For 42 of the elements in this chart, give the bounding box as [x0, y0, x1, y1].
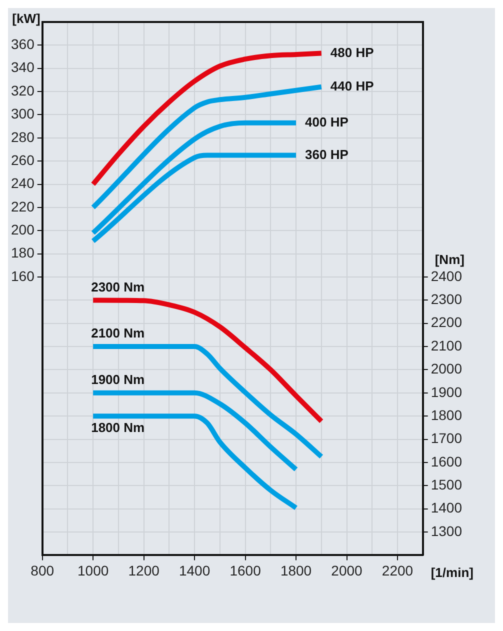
- y2-tick-label: 2100: [430, 337, 462, 354]
- x-tick-label: 1800: [280, 562, 312, 578]
- x-tick-label: 1400: [178, 562, 210, 578]
- y2-tick-label: 1900: [430, 384, 462, 400]
- y2-tick-label: 1500: [430, 476, 462, 493]
- y-tick-label: 260: [11, 152, 35, 168]
- y-axis-title: [kW]: [12, 11, 40, 26]
- y2-tick-label: 2400: [430, 268, 462, 284]
- y-tick-label: 340: [11, 59, 35, 76]
- series-label: 1800 Nm: [91, 420, 145, 436]
- y2-tick-label: 1700: [430, 430, 462, 446]
- x-tick-label: 1000: [78, 562, 109, 578]
- series-label: 2300 Nm: [91, 279, 145, 294]
- x-tick-label: 2200: [382, 562, 414, 578]
- y2-tick-label: 1800: [430, 406, 462, 423]
- x-tick-label: 2000: [331, 562, 363, 578]
- y2-tick-label: 1600: [430, 453, 462, 470]
- y-tick-label: 220: [11, 198, 35, 214]
- y2-tick-label: 2300: [430, 291, 462, 308]
- y-tick-label: 240: [11, 175, 35, 192]
- y-tick-label: 320: [11, 82, 35, 98]
- series-label: 1900 Nm: [91, 372, 145, 387]
- y-tick-label: 360: [11, 36, 35, 52]
- y2-tick-label: 1300: [430, 522, 462, 539]
- x-axis-title: [1/min]: [430, 564, 474, 580]
- x-tick-label: 1200: [128, 562, 160, 578]
- y-tick-label: 180: [11, 244, 35, 261]
- x-tick-label: 1600: [230, 562, 262, 578]
- series-label: 360 HP: [305, 146, 349, 162]
- y2-axis-title: [Nm]: [434, 252, 464, 268]
- series-label: 440 HP: [330, 78, 374, 94]
- series-label: 400 HP: [305, 114, 349, 130]
- series-label: 2100 Nm: [91, 326, 145, 341]
- y-tick-label: 200: [11, 222, 35, 238]
- series-label: 480 HP: [330, 44, 374, 60]
- y2-tick-label: 1400: [430, 500, 462, 516]
- y2-tick-label: 2000: [430, 360, 462, 377]
- y2-tick-label: 2200: [430, 314, 462, 330]
- x-tick-label: 800: [30, 562, 54, 578]
- y-tick-label: 160: [11, 268, 35, 284]
- y-tick-label: 300: [11, 106, 35, 122]
- y-tick-label: 280: [11, 128, 35, 145]
